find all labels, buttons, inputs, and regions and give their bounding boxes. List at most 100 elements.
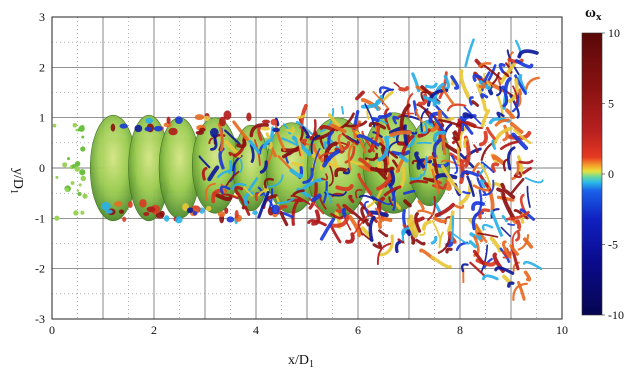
vortex-filament	[307, 219, 327, 227]
green-fragment	[81, 135, 85, 139]
vortex-blob	[146, 206, 156, 213]
vortex-filament	[358, 157, 372, 169]
vortex-filament	[369, 125, 381, 151]
vortex-filament	[509, 121, 524, 134]
vortex-filament	[355, 90, 365, 101]
vortex-filament	[224, 129, 241, 145]
vortex-filament	[517, 49, 539, 59]
vortex-filament	[409, 214, 419, 236]
vortex-filament	[504, 189, 516, 200]
vortex-blob	[271, 204, 280, 215]
vortex-filament	[477, 232, 499, 238]
vortex-filament	[505, 108, 516, 120]
vortex-filament	[514, 74, 528, 95]
vortex-blob	[209, 127, 219, 138]
vortex-filament	[399, 103, 411, 132]
vortex-filament	[415, 238, 426, 246]
vortex-filament	[291, 135, 312, 156]
vortex-filament	[210, 134, 218, 151]
vortex-blob	[246, 112, 252, 122]
vortex-filament	[406, 218, 417, 238]
vortex-filament	[259, 160, 268, 174]
vortex-filament	[496, 182, 506, 193]
vortex-filament	[497, 77, 502, 86]
vortex-filament	[335, 203, 343, 214]
vortex-filament	[390, 150, 411, 156]
vortex-filament	[512, 85, 518, 105]
vortex-filament	[231, 182, 247, 191]
vortex-blob	[203, 115, 210, 121]
plot-frame	[51, 16, 563, 320]
vortex-filament	[348, 194, 355, 204]
vortex-filament	[369, 166, 395, 173]
vortex-filament	[502, 274, 513, 286]
vortex-blob	[114, 201, 123, 207]
vortex-filament	[377, 217, 393, 229]
vortex-filament	[227, 160, 233, 174]
colorbar-title: ωx	[585, 5, 602, 23]
vortex-filament	[499, 62, 516, 85]
vortex-filament	[432, 130, 447, 143]
vortex-filament	[362, 219, 370, 225]
vortex-filament	[219, 185, 231, 195]
vortex-filament	[473, 144, 479, 154]
vortex-filament	[450, 75, 460, 90]
vortex-filament	[403, 199, 412, 208]
vortex-filament	[383, 185, 402, 197]
vortex-filament	[454, 204, 465, 209]
vortex-filament	[438, 118, 462, 127]
vortex-filament	[265, 132, 273, 150]
vortex-filament	[514, 59, 534, 69]
x-tick-label: 10	[556, 323, 568, 337]
vortex-filament	[480, 161, 495, 174]
vortex-filament	[430, 255, 452, 269]
vortex-filament	[441, 132, 447, 156]
vortex-filament	[212, 191, 233, 202]
vortex-filament	[392, 115, 400, 125]
vortex-filament	[216, 169, 232, 179]
vortex-filament	[394, 240, 402, 254]
vortex-filament	[378, 142, 399, 159]
vortex-filament	[516, 280, 526, 301]
colorbar-tick-label: 5	[608, 97, 614, 111]
vortex-filament	[475, 223, 488, 243]
vortex-filament	[308, 197, 325, 215]
vortex-filament	[341, 132, 359, 146]
vortex-filament	[417, 199, 425, 211]
vortex-filament	[257, 188, 269, 197]
vortex-filament	[419, 231, 426, 236]
vortex-filament	[359, 201, 378, 223]
vortex-filament	[421, 95, 441, 105]
vortex-filament	[447, 231, 457, 244]
green-fragment	[54, 215, 60, 221]
vortex-filament	[485, 126, 496, 140]
vortex-filament	[440, 159, 464, 169]
y-tick-label: 1	[39, 111, 45, 125]
vortex-filament	[479, 179, 486, 189]
vortex-filament	[351, 129, 367, 154]
vortex-blob	[139, 199, 147, 208]
y-tick-labels: -3 -2 -1 0 1 2 3	[35, 10, 45, 326]
vortex-filament	[494, 266, 515, 275]
vortex-filament	[461, 263, 469, 273]
vortex-filament	[480, 109, 491, 129]
vortex-filament	[406, 93, 414, 118]
vortex-filament	[249, 123, 269, 138]
vortex-blob	[252, 210, 258, 215]
vortex-filament	[430, 235, 438, 245]
vortex-filament	[398, 114, 422, 121]
vortex-filament	[524, 176, 544, 184]
vortex-filament	[502, 158, 509, 172]
vortex-filament	[409, 179, 429, 185]
vortex-filament	[393, 82, 400, 88]
vortex-filament	[462, 112, 474, 119]
vortex-filament	[472, 249, 485, 265]
vortex-filament	[328, 162, 334, 187]
vortex-blob	[205, 206, 212, 212]
vortex-filament	[499, 140, 519, 151]
vortex-filament	[357, 218, 364, 236]
vortex-filament	[443, 74, 451, 91]
vortex-blob	[219, 116, 226, 127]
vortex-blob	[194, 114, 205, 121]
vortex-filament	[468, 96, 474, 106]
